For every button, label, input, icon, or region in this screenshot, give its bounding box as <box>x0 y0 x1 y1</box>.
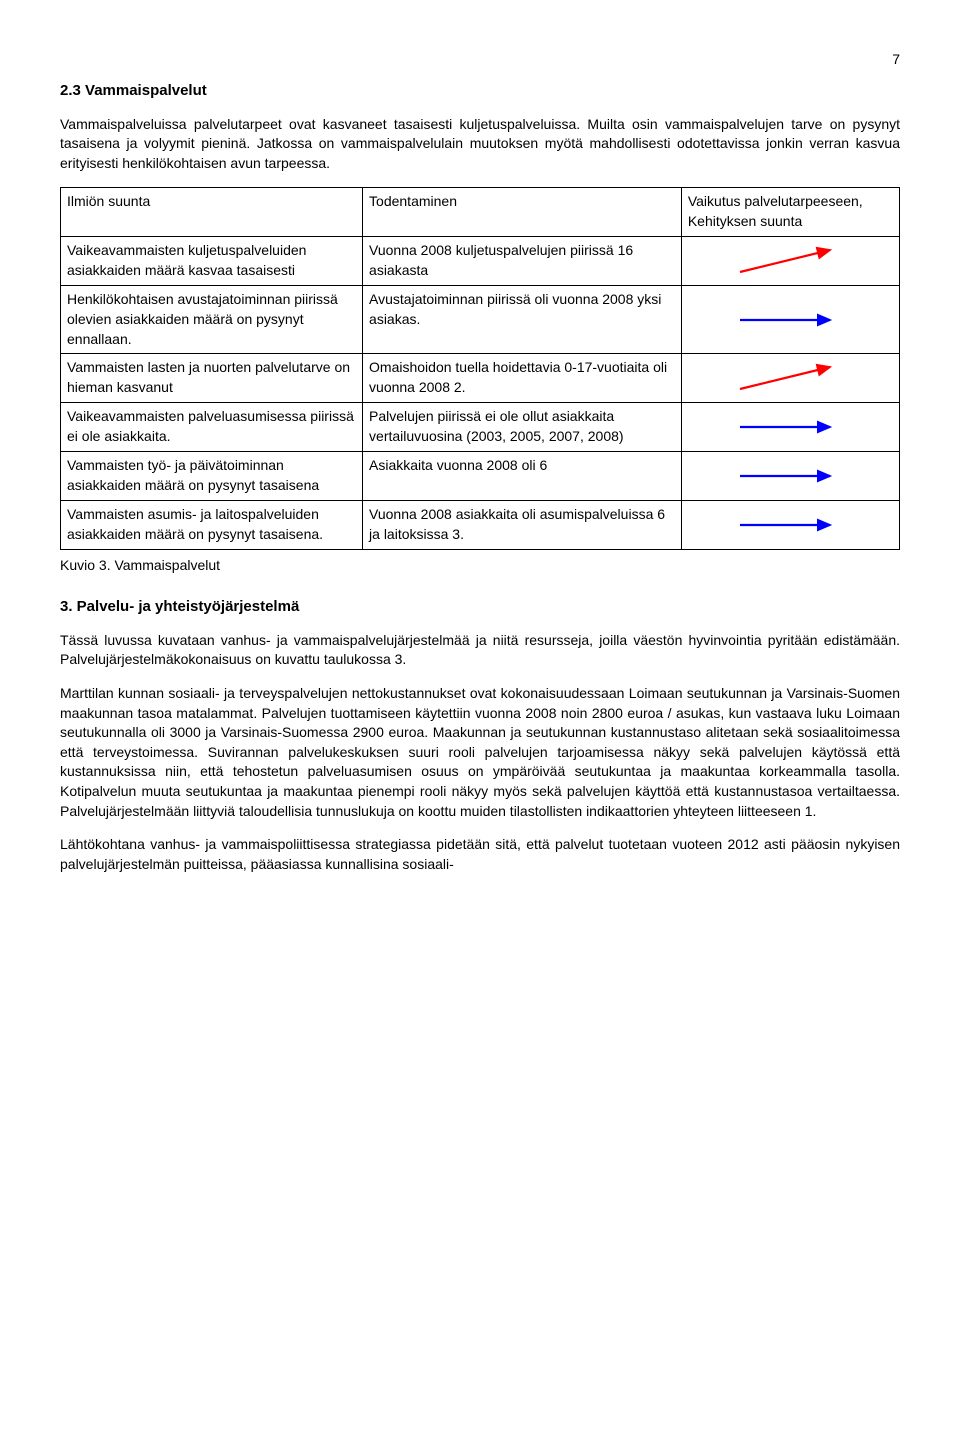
th-todentaminen: Todentaminen <box>363 188 682 237</box>
table-header-row: Ilmiön suunta Todentaminen Vaikutus palv… <box>61 188 900 237</box>
table-row: Vammaisten lasten ja nuorten palvelutarv… <box>61 354 900 403</box>
paragraph-kustannukset: Marttilan kunnan sosiaali- ja terveyspal… <box>60 684 900 821</box>
cell-todentaminen: Vuonna 2008 asiakkaita oli asumispalvelu… <box>363 501 682 550</box>
trend-arrow-flat-icon <box>730 410 850 444</box>
table-vammaispalvelut: Ilmiön suunta Todentaminen Vaikutus palv… <box>60 187 900 550</box>
cell-arrow <box>681 237 899 286</box>
trend-arrow-up-icon <box>730 361 850 395</box>
heading-vammaispalvelut: 2.3 Vammaispalvelut <box>60 80 900 101</box>
table-row: Henkilökohtaisen avustajatoiminnan piiri… <box>61 286 900 354</box>
cell-arrow <box>681 286 899 354</box>
cell-todentaminen: Vuonna 2008 kuljetuspalvelujen piirissä … <box>363 237 682 286</box>
cell-arrow <box>681 501 899 550</box>
paragraph-intro-vammaispalvelut: Vammaispalveluissa palvelutarpeet ovat k… <box>60 115 900 174</box>
cell-ilmion-suunta: Vammaisten asumis- ja laitospalveluiden … <box>61 501 363 550</box>
th-ilmion-suunta: Ilmiön suunta <box>61 188 363 237</box>
cell-ilmion-suunta: Vammaisten työ- ja päivätoiminnan asiakk… <box>61 452 363 501</box>
cell-ilmion-suunta: Henkilökohtaisen avustajatoiminnan piiri… <box>61 286 363 354</box>
cell-arrow <box>681 452 899 501</box>
cell-arrow <box>681 354 899 403</box>
table-row: Vammaisten työ- ja päivätoiminnan asiakk… <box>61 452 900 501</box>
table-row: Vaikeavammaisten kuljetuspalveluiden asi… <box>61 237 900 286</box>
trend-arrow-up-icon <box>730 244 850 278</box>
trend-arrow-flat-icon <box>730 508 850 542</box>
cell-ilmion-suunta: Vammaisten lasten ja nuorten palvelutarv… <box>61 354 363 403</box>
page-number: 7 <box>60 50 900 70</box>
trend-arrow-flat-icon <box>730 459 850 493</box>
paragraph-intro-palvelujarjestelma: Tässä luvussa kuvataan vanhus- ja vammai… <box>60 631 900 670</box>
table-row: Vammaisten asumis- ja laitospalveluiden … <box>61 501 900 550</box>
cell-todentaminen: Palvelujen piirissä ei ole ollut asiakka… <box>363 403 682 452</box>
cell-todentaminen: Asiakkaita vuonna 2008 oli 6 <box>363 452 682 501</box>
cell-todentaminen: Avustajatoiminnan piirissä oli vuonna 20… <box>363 286 682 354</box>
cell-ilmion-suunta: Vaikeavammaisten kuljetuspalveluiden asi… <box>61 237 363 286</box>
table-caption: Kuvio 3. Vammaispalvelut <box>60 556 900 576</box>
heading-palvelu-yhteistyo: 3. Palvelu- ja yhteistyöjärjestelmä <box>60 596 900 617</box>
cell-todentaminen: Omaishoidon tuella hoidettavia 0-17-vuot… <box>363 354 682 403</box>
th-vaikutus: Vaikutus palvelutarpeeseen, Kehityksen s… <box>681 188 899 237</box>
cell-ilmion-suunta: Vaikeavammaisten palveluasumisessa piiri… <box>61 403 363 452</box>
cell-arrow <box>681 403 899 452</box>
trend-arrow-flat-icon <box>730 303 850 337</box>
table-row: Vaikeavammaisten palveluasumisessa piiri… <box>61 403 900 452</box>
paragraph-strategia: Lähtökohtana vanhus- ja vammaispoliittis… <box>60 835 900 874</box>
